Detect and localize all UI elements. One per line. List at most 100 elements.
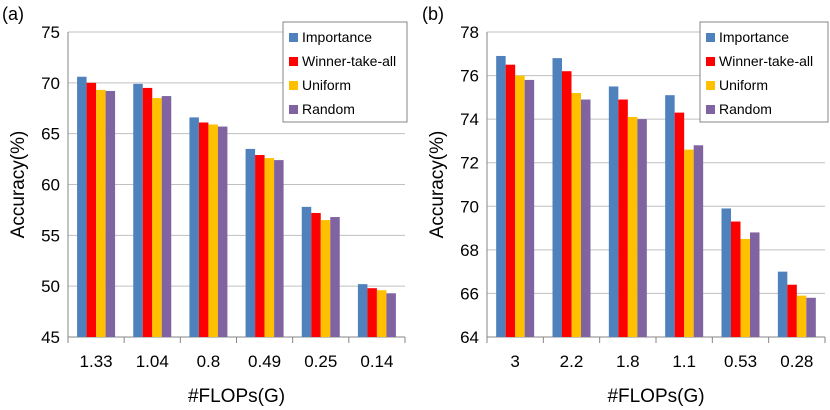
x-tick-label: 0.28 [780,352,813,371]
y-tick-label: 70 [460,197,479,216]
panel-label: (a) [2,4,24,24]
chart-panel-b: 64 66 68 70 72 74 76 78 3 2.2 1.8 1.1 0.53 0.28 #FLOPs… [422,4,829,407]
bar-importance-2 [189,117,199,338]
y-tick-label: 70 [41,74,60,93]
legend: Importance Winner-take-all Uniform Random [282,21,408,123]
bar-uniform-1 [152,98,162,337]
bar-random-4 [330,217,340,337]
bar-random-3 [274,160,284,337]
bar-uniform-3 [684,149,694,337]
bar-winner-take-all-1 [142,87,153,338]
bar-importance-0 [77,76,87,337]
bar-random-5 [386,293,396,337]
bar-importance-3 [665,95,675,337]
y-tick-label: 60 [41,176,60,195]
bar-uniform-0 [96,89,106,337]
bar-importance-0 [496,55,506,337]
x-tick-label: 0.8 [197,352,221,371]
bar-random-1 [161,96,172,337]
legend-swatch [706,81,715,90]
y-tick-label: 66 [460,284,479,303]
bar-winner-take-all-2 [198,122,209,337]
y-tick-label: 76 [460,67,479,86]
bar-winner-take-all-4 [731,221,741,337]
bar-uniform-2 [627,116,638,337]
bar-winner-take-all-5 [367,288,377,337]
legend-box [699,21,829,123]
chart-panel-a: 45 50 55 60 65 70 75 1.33 1.04 0.8 0.49 0.25 0.14 #FL… [2,4,408,407]
bar-random-2 [637,119,647,338]
x-axis-title: #FLOPs(G) [188,386,285,407]
x-tick-label: 1.1 [672,352,696,371]
bar-random-2 [217,126,228,337]
x-tick-label: 0.49 [248,352,281,371]
bar-importance-4 [721,208,731,337]
y-axis-title: Accuracy(%) [427,131,448,239]
y-tick-label: 75 [41,23,60,42]
bar-random-3 [693,145,704,337]
bar-winner-take-all-3 [255,155,265,337]
bar-uniform-5 [796,295,807,337]
y-tick-label: 68 [460,241,479,260]
bar-importance-5 [777,271,788,337]
y-tick-label: 74 [460,110,479,129]
bar-uniform-5 [376,290,387,337]
y-tick-label: 72 [460,154,479,173]
y-axis-title: Accuracy(%) [8,131,29,239]
y-tick-label: 50 [41,277,60,296]
bar-random-4 [750,232,760,337]
x-axis-title: #FLOPs(G) [607,386,704,407]
legend: Importance Winner-take-all Uniform Random [699,21,829,123]
legend-entry: Winner-take-all [719,53,813,69]
bar-winner-take-all-3 [674,112,685,337]
bar-uniform-4 [320,220,331,337]
legend-entry: Winner-take-all [302,53,396,69]
legend-entry: Random [719,101,772,117]
x-tick-label: 1.33 [80,352,113,371]
bar-winner-take-all-1 [562,71,572,337]
legend-entry: Importance [302,29,372,45]
bar-importance-1 [552,58,562,338]
legend-swatch [706,105,715,114]
x-tick-label: 0.53 [724,352,757,371]
legend-entry: Random [302,101,355,117]
bar-random-5 [806,297,816,337]
x-tick-label: 0.25 [304,352,337,371]
bar-winner-take-all-0 [505,64,516,337]
y-tick-label: 45 [41,328,60,347]
bar-importance-5 [357,284,368,337]
bar-random-1 [581,99,591,338]
bar-uniform-1 [571,93,581,337]
bar-winner-take-all-4 [311,212,321,337]
x-tick-label: 3 [510,352,519,371]
bar-importance-2 [608,86,619,337]
bar-importance-3 [245,148,256,337]
bar-winner-take-all-2 [618,99,628,338]
y-tick-label: 78 [460,23,479,42]
y-tick-label: 64 [460,328,479,347]
legend-entry: Uniform [719,77,768,93]
panel-label: (b) [422,4,444,24]
legend-entry: Uniform [302,77,351,93]
x-tick-label: 1.04 [136,352,169,371]
legend-swatch [289,33,298,42]
bar-random-0 [105,90,116,337]
legend-swatch [706,33,715,42]
bar-winner-take-all-5 [787,284,797,337]
legend-box [282,21,408,123]
legend-swatch [289,105,298,114]
y-tick-label: 65 [41,125,60,144]
bar-uniform-4 [740,238,750,337]
legend-swatch [289,81,298,90]
legend-swatch [706,57,715,66]
y-tick-label: 55 [41,226,60,245]
bar-importance-1 [133,83,143,337]
legend-entry: Importance [719,29,789,45]
x-tick-label: 1.8 [616,352,640,371]
bar-uniform-3 [264,158,275,337]
bar-importance-4 [301,206,312,337]
bar-uniform-0 [515,75,525,338]
legend-swatch [289,57,298,66]
